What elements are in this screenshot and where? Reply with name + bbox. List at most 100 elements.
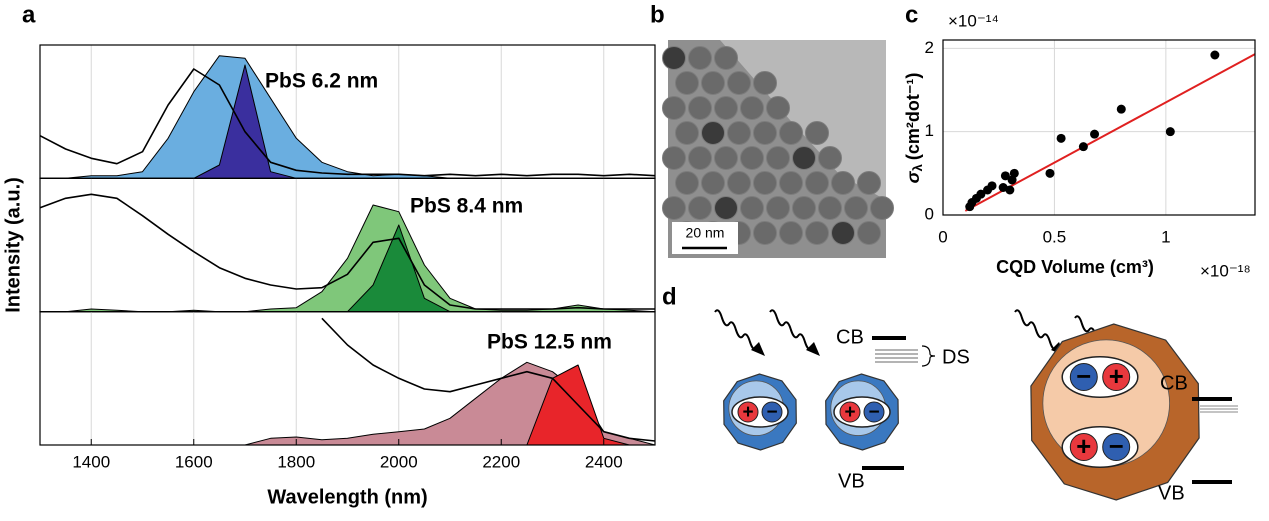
electron	[863, 401, 885, 423]
nanocrystal	[857, 171, 881, 195]
nanocrystal	[870, 196, 894, 220]
nanocrystal	[753, 121, 777, 145]
y-axis-label: Intensity (a.u.)	[2, 177, 24, 313]
charge-sign: −	[1076, 363, 1091, 391]
photon-head	[751, 342, 765, 356]
nanocrystal	[675, 71, 699, 95]
data-point	[1078, 142, 1088, 152]
y-tick-label: 0	[925, 204, 934, 223]
nanocrystal	[779, 171, 803, 195]
y-label-units: (cm²dot⁻¹)	[903, 73, 923, 160]
data-point	[1116, 104, 1126, 114]
x-tick-label: 0.5	[1043, 227, 1067, 246]
panel-label: b	[650, 1, 665, 28]
data-point	[1009, 168, 1019, 178]
nanocrystal	[766, 146, 790, 170]
nanocrystal	[740, 146, 764, 170]
y-label-subscript: λ	[910, 163, 925, 171]
nanocrystal	[688, 46, 712, 70]
nanocrystal	[753, 71, 777, 95]
nanocrystal	[831, 171, 855, 195]
data-point	[976, 189, 986, 199]
nanocrystal	[662, 196, 686, 220]
y-tick-label: 1	[925, 121, 934, 140]
axes-frame	[942, 39, 1256, 216]
nanocrystal	[701, 71, 725, 95]
x-tick-label: 2200	[482, 452, 520, 471]
data-point	[1090, 129, 1100, 139]
data-point	[1210, 50, 1220, 60]
nanocrystal	[857, 221, 881, 245]
nanocrystal	[805, 121, 829, 145]
photon	[769, 309, 813, 351]
spectrum-line	[39, 193, 655, 310]
charge-sign: −	[868, 402, 879, 423]
annotation: PbS 6.2 nm	[265, 70, 378, 93]
nanocrystal	[779, 221, 803, 245]
nanocrystal	[675, 171, 699, 195]
hole	[1102, 363, 1131, 391]
nanocrystal	[792, 146, 816, 170]
nanocrystal	[818, 196, 842, 220]
nanocrystal	[714, 46, 738, 70]
x-tick-label: 1800	[277, 452, 315, 471]
x-tick-label: 1600	[175, 452, 213, 471]
nanocrystal	[831, 221, 855, 245]
nanocrystal	[753, 171, 777, 195]
band-label: VB	[838, 470, 865, 492]
nanocrystal	[701, 171, 725, 195]
axes-frame	[39, 311, 656, 446]
nanocrystal	[766, 196, 790, 220]
data-point	[1045, 168, 1055, 178]
x-tick-label: 1	[1161, 227, 1170, 246]
axes-frame	[39, 44, 656, 179]
charge-sign: +	[1076, 433, 1091, 461]
charge-sign: +	[742, 402, 753, 423]
nanocrystal	[727, 171, 751, 195]
x-multiplier: ×10⁻¹⁸	[1200, 261, 1251, 280]
band-label: CB	[836, 326, 864, 348]
nanocrystal	[740, 196, 764, 220]
x-axis-label: Wavelength (nm)	[267, 486, 427, 508]
y-multiplier: ×10⁻¹⁴	[948, 11, 999, 30]
nanocrystal	[714, 96, 738, 120]
y-axis-label: σλ (cm²dot⁻¹)	[903, 73, 926, 184]
charge-sign: −	[1109, 433, 1124, 461]
nanocrystal	[662, 146, 686, 170]
data-point	[1000, 171, 1010, 181]
x-tick-label: 1400	[72, 452, 110, 471]
x-tick-label: 2000	[380, 452, 418, 471]
nanocrystal	[805, 171, 829, 195]
nanocrystal	[662, 46, 686, 70]
nanocrystal	[714, 146, 738, 170]
hole	[737, 401, 759, 423]
band-label: CB	[1160, 372, 1188, 394]
charge-sign: +	[1109, 363, 1124, 391]
photon-head	[806, 342, 820, 356]
x-tick-label: 0	[938, 227, 947, 246]
spectrum-area	[39, 204, 656, 313]
nanocrystal	[714, 196, 738, 220]
band-label: DS	[942, 346, 970, 368]
band-label: VB	[1158, 482, 1185, 504]
nanocrystal	[805, 221, 829, 245]
nanocrystal	[688, 96, 712, 120]
electron	[1069, 363, 1098, 391]
nanocrystal	[727, 121, 751, 145]
hole	[839, 401, 861, 423]
x-axis-label: CQD Volume (cm³)	[996, 257, 1154, 277]
panel-label: a	[22, 1, 36, 28]
nanocrystal	[701, 121, 725, 145]
nanocrystal	[779, 121, 803, 145]
y-label-symbol: σ	[903, 170, 923, 183]
tem-image: 20 nm	[662, 40, 894, 258]
nanocrystal	[753, 221, 777, 245]
spectrum-area	[39, 364, 656, 446]
electron	[1102, 433, 1131, 461]
nanocrystal	[688, 196, 712, 220]
data-point	[1165, 127, 1175, 137]
nanocrystal	[675, 121, 699, 145]
nanocrystal	[792, 196, 816, 220]
